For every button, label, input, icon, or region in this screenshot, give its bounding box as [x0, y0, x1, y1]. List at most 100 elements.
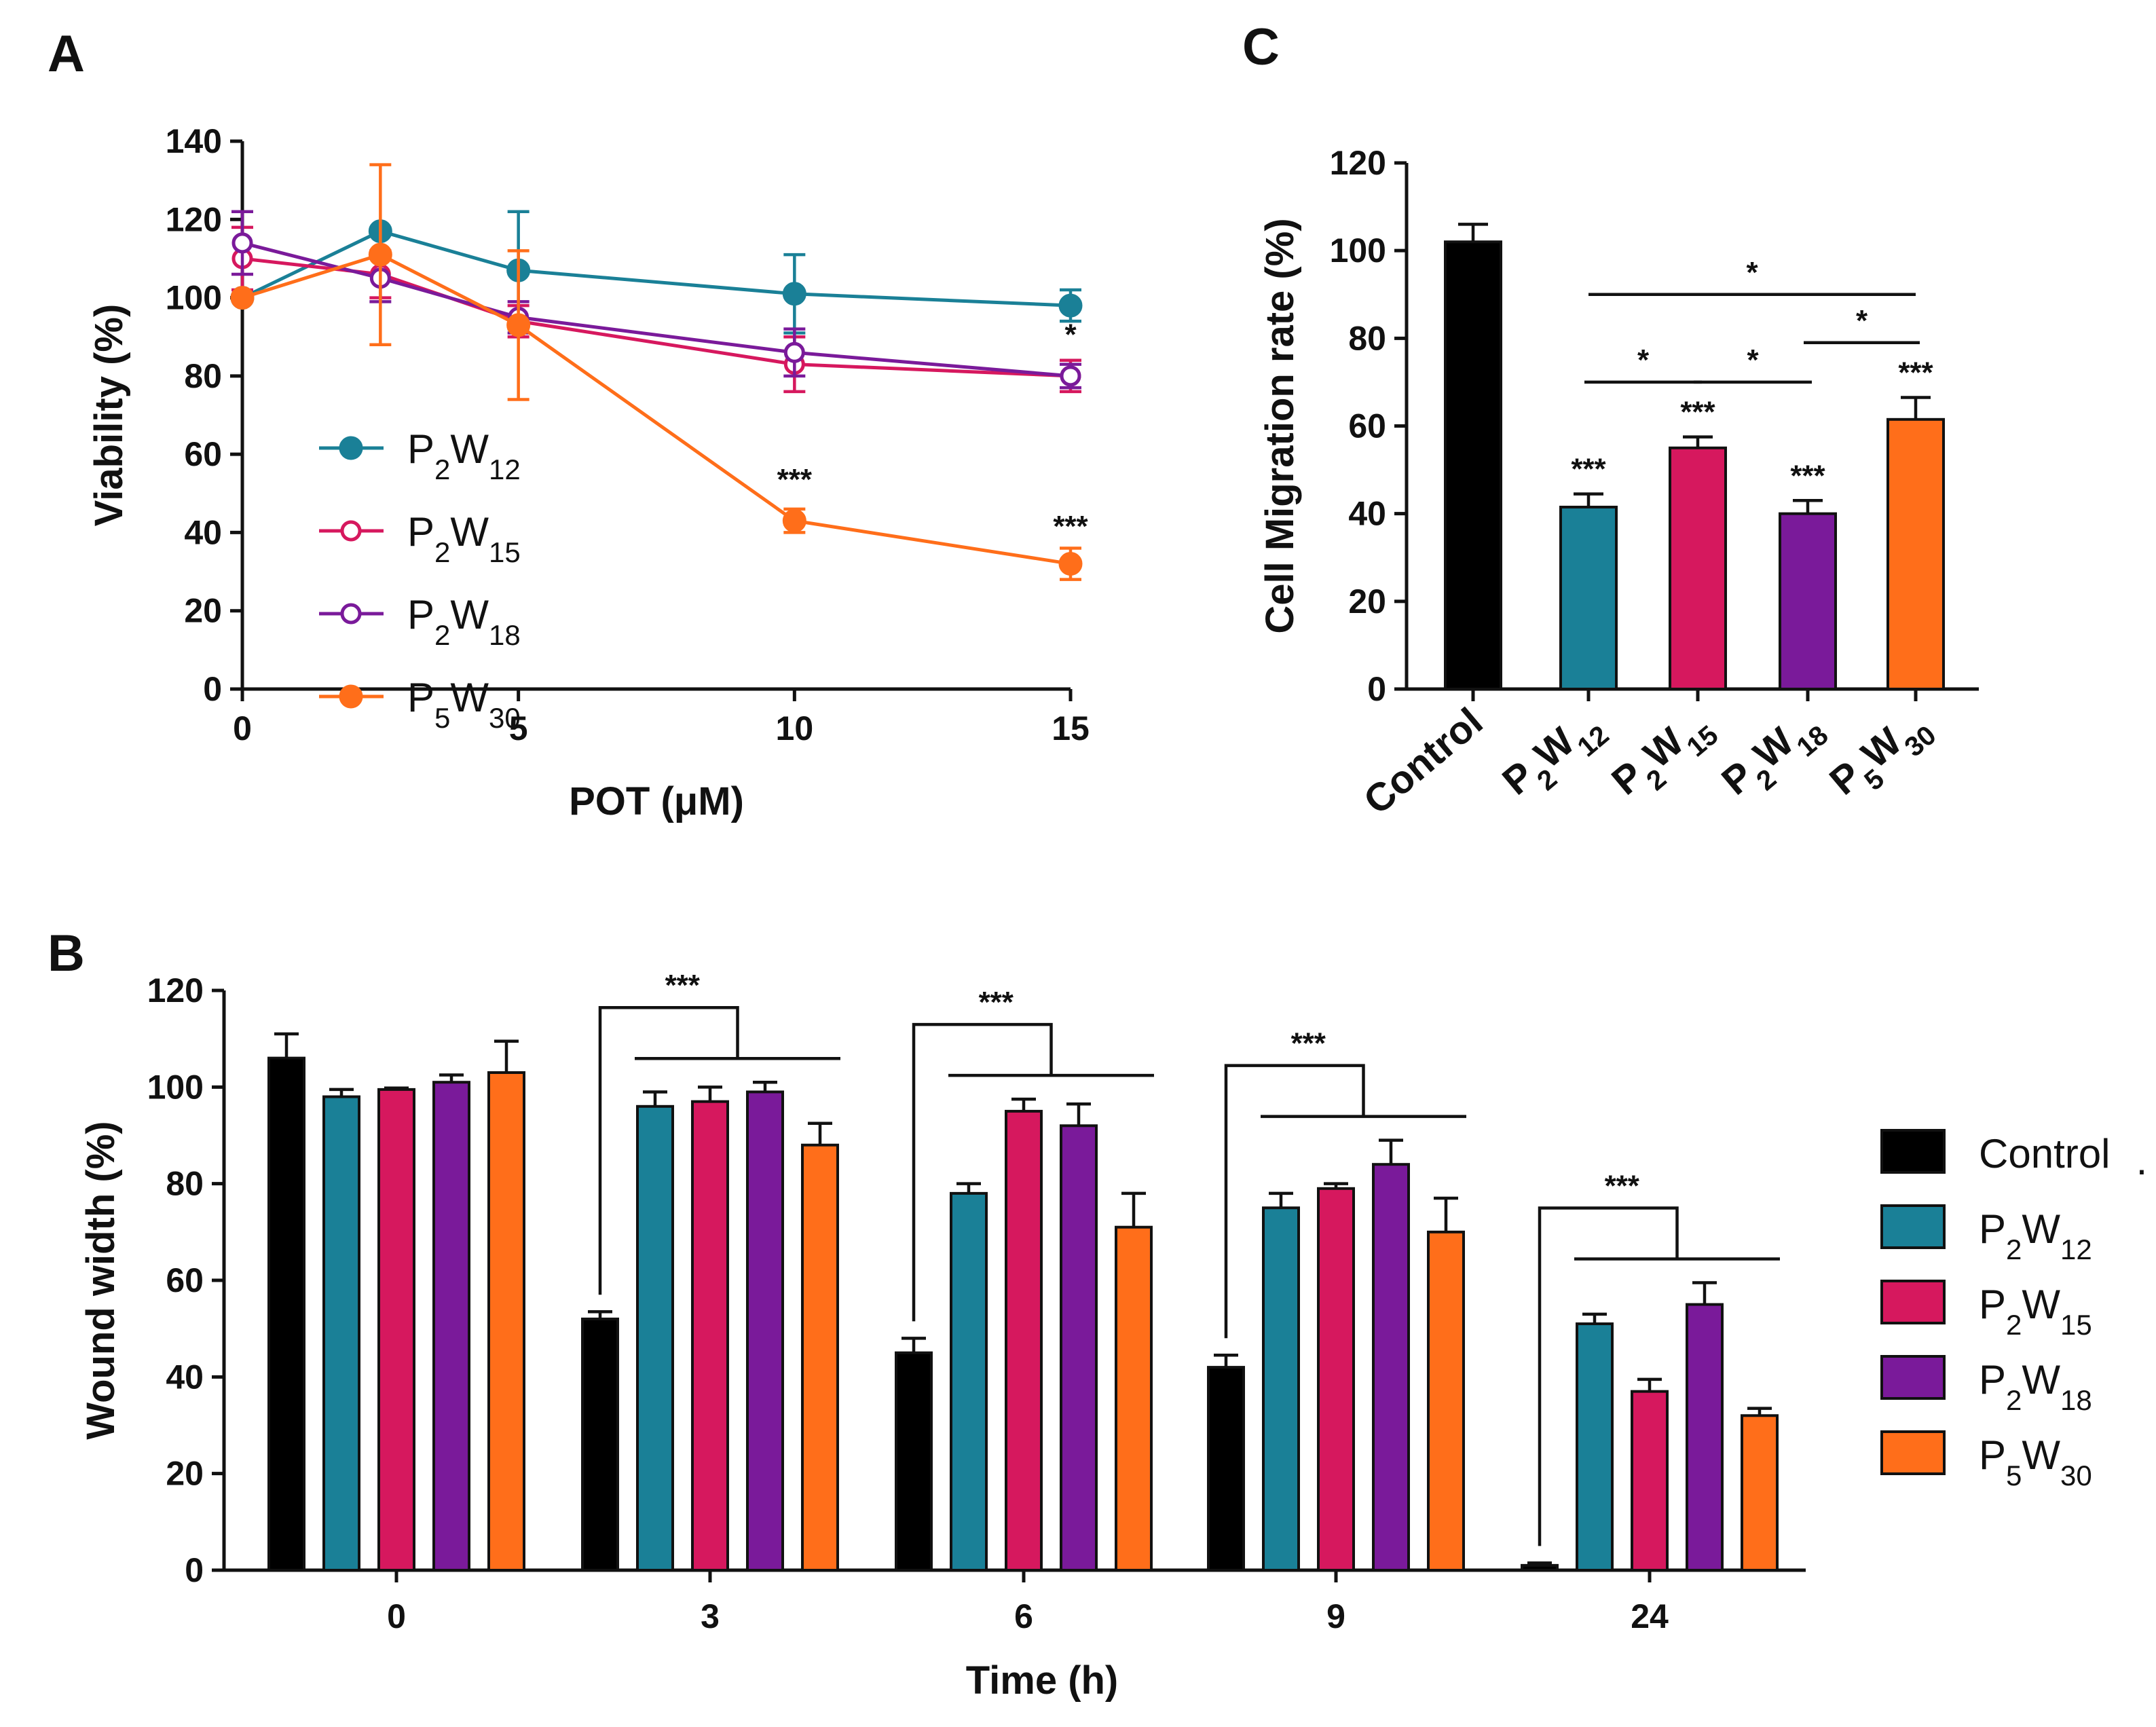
a-data-point-P2W18	[231, 232, 253, 254]
a-data-point-P5W30	[1058, 552, 1083, 576]
b-bar-P2W15	[1631, 1390, 1669, 1572]
b-bar-P5W30	[487, 1071, 525, 1572]
b-bar-P5W30	[1427, 1230, 1465, 1572]
c-x-tick-label: P2W12	[1494, 699, 1614, 813]
b-legend-swatch	[1880, 1204, 1946, 1249]
a-series-line-P2W18	[242, 241, 1071, 378]
a-y-tick-label: 100	[166, 279, 222, 317]
b-y-tick-label: 80	[166, 1165, 204, 1203]
c-y-axis-title: Cell Migration rate (%)	[1258, 218, 1302, 633]
c-x-tick-label: Control	[1356, 699, 1491, 823]
c-bar	[1887, 417, 1945, 690]
panel-label-a: A	[48, 25, 85, 83]
a-data-point-P2W12	[1058, 293, 1083, 318]
a-x-tick-label: 0	[233, 709, 252, 747]
b-legend-swatch	[1880, 1129, 1946, 1174]
c-comparison-label: *	[1637, 343, 1650, 377]
b-legend-label: P2W15	[1979, 1282, 2092, 1341]
b-bar-P2W18	[1372, 1163, 1410, 1572]
a-legend-marker	[340, 603, 362, 625]
a-legend-label: P2W18	[407, 592, 521, 651]
a-x-tick-label: 10	[776, 709, 814, 747]
c-significance-label: ***	[1680, 396, 1715, 429]
b-bar-P5W30	[1115, 1225, 1153, 1572]
a-y-tick-label: 60	[184, 435, 222, 473]
b-legend-label: P2W18	[1979, 1357, 2092, 1416]
b-x-tick-label: 6	[1014, 1597, 1033, 1635]
panel-a-line-chart: 0 20 40 60 80 100 120 140 0 5 10 15 POT (μM) Viabilit…	[87, 122, 1090, 823]
panel-c-bar-chart: 0 20 40 60 80 100 120 Cell Migration rate (%) Co…	[1258, 144, 1979, 823]
b-bar-Control	[1521, 1563, 1559, 1572]
c-comparison-label: *	[1746, 256, 1758, 289]
b-bar-P2W12	[636, 1104, 674, 1572]
b-y-axis-title: Wound width (%)	[79, 1121, 123, 1439]
b-bar-P2W15	[1005, 1109, 1043, 1572]
c-x-tick-label: P2W18	[1713, 699, 1834, 813]
b-significance-label: ***	[979, 986, 1014, 1019]
b-bar-P2W18	[1686, 1303, 1724, 1572]
c-y-tick-label: 40	[1348, 495, 1386, 533]
b-bar-P2W18	[432, 1081, 470, 1572]
c-bar	[1669, 446, 1727, 691]
a-y-tick-label: 20	[184, 592, 222, 630]
b-bar-P2W12	[1262, 1206, 1300, 1572]
a-significance-label: ***	[777, 463, 813, 496]
b-bar-P2W12	[950, 1191, 988, 1572]
c-x-tick-label: P2W15	[1603, 699, 1724, 813]
b-bar-P2W12	[322, 1095, 360, 1572]
b-y-tick-label: 0	[185, 1551, 204, 1589]
b-legend-label: Control	[1979, 1131, 2110, 1176]
a-data-point-P2W18	[1060, 365, 1081, 387]
b-bar-P2W18	[1060, 1124, 1098, 1572]
a-significance-label: ***	[1053, 510, 1088, 543]
a-legend-label: P2W15	[407, 509, 521, 568]
a-legend-marker	[340, 520, 362, 542]
b-significance-bracket	[912, 1022, 1053, 1322]
b-bar-P5W30	[1741, 1414, 1779, 1572]
b-legend-label: P5W30	[1979, 1432, 2092, 1491]
b-x-tick-label: 24	[1631, 1597, 1669, 1635]
a-data-point-P5W30	[230, 286, 255, 310]
b-y-tick-label: 40	[166, 1358, 204, 1396]
c-y-tick-label: 60	[1348, 407, 1386, 445]
c-significance-label: ***	[1790, 459, 1825, 492]
a-legend-marker	[339, 436, 363, 460]
c-y-tick-label: 80	[1348, 319, 1386, 357]
b-bar-P2W12	[1576, 1322, 1614, 1572]
c-y-tick-label: 120	[1330, 144, 1386, 182]
a-data-point-P5W30	[782, 508, 806, 533]
b-y-tick-label: 60	[166, 1261, 204, 1299]
a-y-tick-label: 0	[203, 670, 222, 708]
b-significance-bracket	[598, 1005, 739, 1295]
a-x-axis-title: POT (μM)	[569, 779, 744, 823]
a-series-line-P2W12	[241, 229, 1071, 308]
a-data-point-P5W30	[506, 313, 531, 337]
panel-b-bar-chart: 0 20 40 60 80 100 120 0 3 *** 6 *** 9 *** 24 *** Time (h…	[79, 969, 2147, 1703]
b-significance-label: ***	[1291, 1027, 1326, 1060]
b-significance-bracket	[1224, 1064, 1365, 1339]
b-legend-dot: .	[2136, 1138, 2148, 1183]
c-bar	[1444, 240, 1502, 690]
b-x-tick-label: 3	[701, 1597, 720, 1635]
b-legend-swatch	[1880, 1280, 1946, 1324]
a-data-point-P5W30	[368, 242, 392, 267]
c-y-tick-label: 0	[1367, 670, 1386, 708]
b-significance-label: ***	[665, 969, 701, 1002]
a-data-point-P2W12	[782, 282, 806, 306]
c-y-tick-label: 100	[1330, 231, 1386, 270]
c-x-tick-label: P5W30	[1821, 699, 1941, 813]
b-significance-label: ***	[1605, 1170, 1640, 1203]
a-legend-marker	[339, 684, 363, 709]
b-bar-P2W15	[377, 1088, 415, 1572]
a-y-tick-label: 120	[166, 200, 222, 238]
a-data-point-P2W18	[783, 341, 805, 363]
c-comparison-label: *	[1747, 343, 1759, 377]
b-bar-Control	[267, 1056, 305, 1572]
b-x-tick-label: 9	[1326, 1597, 1345, 1635]
a-significance-label: *	[1064, 318, 1077, 352]
c-comparison-label: *	[1856, 304, 1868, 337]
b-bar-P2W15	[1317, 1187, 1355, 1572]
b-x-axis-title: Time (h)	[966, 1658, 1119, 1703]
a-y-tick-label: 80	[184, 357, 222, 395]
